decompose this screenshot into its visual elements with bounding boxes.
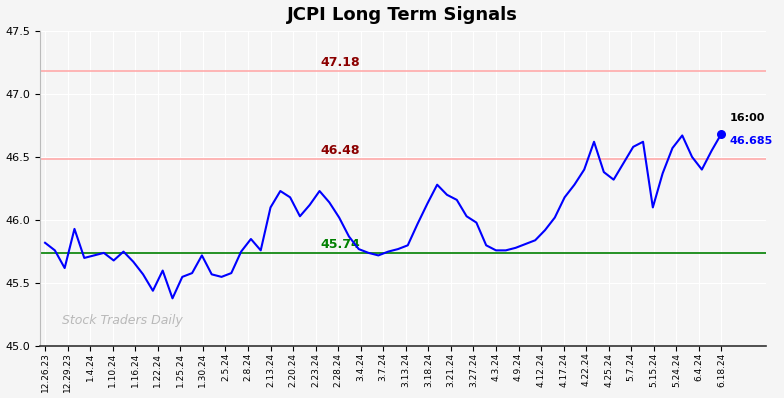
Text: 16:00: 16:00 <box>729 113 764 123</box>
Text: Stock Traders Daily: Stock Traders Daily <box>62 314 183 328</box>
Text: 45.74: 45.74 <box>320 238 360 251</box>
Text: 46.48: 46.48 <box>321 144 360 157</box>
Text: 46.685: 46.685 <box>729 136 772 146</box>
Text: 47.18: 47.18 <box>321 56 360 69</box>
Point <box>715 131 728 137</box>
Title: JCPI Long Term Signals: JCPI Long Term Signals <box>288 6 518 23</box>
